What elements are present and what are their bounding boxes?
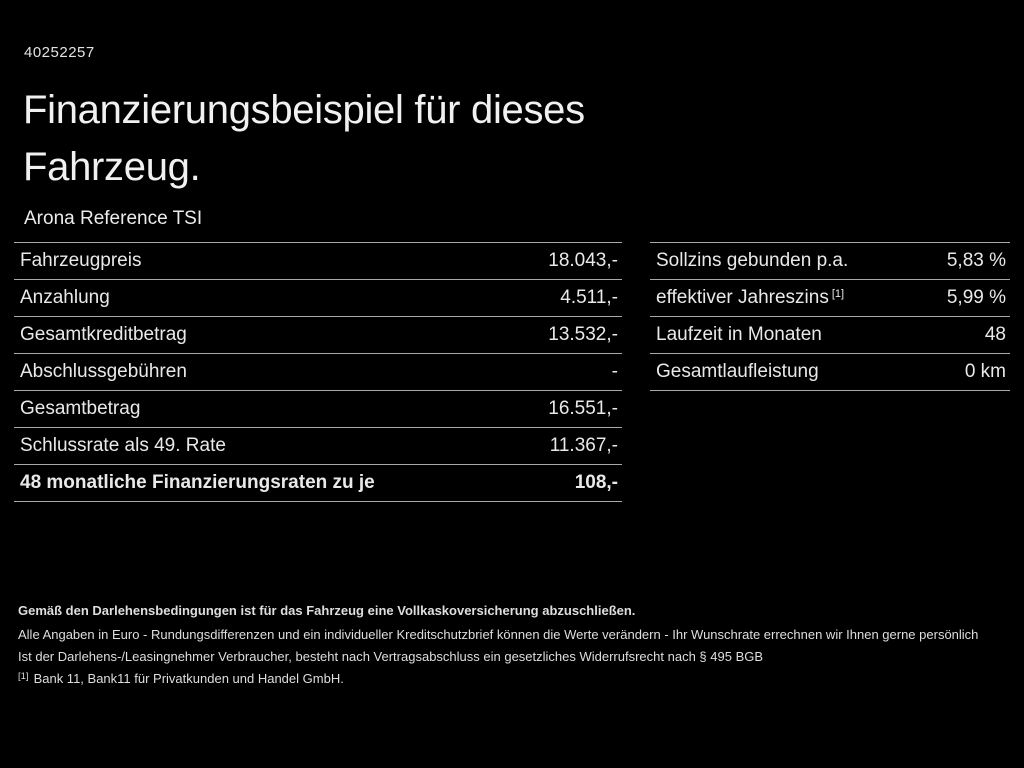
row-value: 108,-	[574, 472, 618, 493]
row-label: Gesamtlaufleistung	[656, 361, 819, 382]
row-value: 48	[984, 324, 1006, 345]
row-value: 13.532,-	[548, 324, 618, 345]
financing-table-right: Sollzins gebunden p.a. 5,83 % effektiver…	[650, 242, 1010, 391]
vehicle-model-subtitle: Arona Reference TSI	[24, 208, 203, 229]
row-value: 18.043,-	[548, 250, 618, 271]
table-row-fahrzeugpreis: Fahrzeugpreis 18.043,-	[14, 242, 622, 279]
row-label: Laufzeit in Monaten	[656, 324, 822, 345]
financing-table-left: Fahrzeugpreis 18.043,- Anzahlung 4.511,-…	[14, 242, 622, 502]
footer-disclaimer: Alle Angaben in Euro - Rundungsdifferenz…	[18, 627, 979, 642]
table-row-effektiver-jahreszins: effektiver Jahreszins [1] 5,99 %	[650, 279, 1010, 316]
row-value: 5,99 %	[946, 287, 1006, 308]
page-title-line2: Fahrzeug.	[23, 145, 201, 189]
row-label: Fahrzeugpreis	[20, 250, 142, 271]
table-row-abschlussgebuehren: Abschlussgebühren -	[14, 353, 622, 390]
table-row-laufzeit: Laufzeit in Monaten 48	[650, 316, 1010, 353]
row-label: Abschlussgebühren	[20, 361, 187, 382]
page-title-line1: Finanzierungsbeispiel für dieses	[23, 88, 585, 132]
table-row-gesamtkreditbetrag: Gesamtkreditbetrag 13.532,-	[14, 316, 622, 353]
footer-insurance-note: Gemäß den Darlehensbedingungen ist für d…	[18, 603, 636, 618]
table-row-gesamtbetrag: Gesamtbetrag 16.551,-	[14, 390, 622, 427]
table-row-schlussrate: Schlussrate als 49. Rate 11.367,-	[14, 427, 622, 464]
footnote-text: Bank 11, Bank11 für Privatkunden und Han…	[33, 671, 344, 686]
row-label: Schlussrate als 49. Rate	[20, 435, 226, 456]
table-row-anzahlung: Anzahlung 4.511,-	[14, 279, 622, 316]
row-label: 48 monatliche Finanzierungsraten zu je	[20, 472, 375, 493]
row-label: Sollzins gebunden p.a.	[656, 250, 849, 271]
offer-id: 40252257	[24, 44, 95, 61]
row-value: 0 km	[964, 361, 1006, 382]
page-title: Finanzierungsbeispiel für dieses Fahrzeu…	[23, 82, 585, 196]
row-value: 16.551,-	[548, 398, 618, 419]
row-label: Gesamtbetrag	[20, 398, 141, 419]
table-row-monatsrate: 48 monatliche Finanzierungsraten zu je 1…	[14, 464, 622, 502]
footer-withdrawal-note: Ist der Darlehens-/Leasingnehmer Verbrau…	[18, 649, 764, 664]
footnote-marker: [1]	[831, 288, 845, 300]
row-value: 11.367,-	[549, 435, 618, 456]
row-label: Anzahlung	[20, 287, 110, 308]
table-row-sollzins: Sollzins gebunden p.a. 5,83 %	[650, 242, 1010, 279]
row-label: Gesamtkreditbetrag	[20, 324, 187, 345]
row-value: -	[611, 361, 618, 382]
row-label: effektiver Jahreszins [1]	[656, 287, 845, 308]
footer-bank-footnote: [1] Bank 11, Bank11 für Privatkunden und …	[18, 671, 344, 686]
row-value: 4.511,-	[560, 287, 618, 308]
footnote-marker: [1]	[18, 671, 29, 682]
table-row-gesamtlaufleistung: Gesamtlaufleistung 0 km	[650, 353, 1010, 391]
row-value: 5,83 %	[946, 250, 1006, 271]
